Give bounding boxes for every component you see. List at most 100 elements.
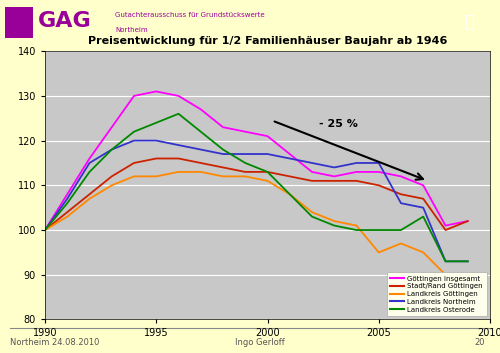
Landkreis Göttingen (131, 174, 137, 179)
Landkreis Göttingen (331, 219, 337, 223)
Landkreis Göttingen (64, 215, 70, 219)
Text: 🐴: 🐴 (464, 13, 474, 31)
Landkreis Göttingen (309, 210, 315, 214)
Landkreis Northeim (153, 138, 159, 143)
Landkreis Osterode (398, 228, 404, 232)
Landkreis Northeim (220, 152, 226, 156)
Landkreis Osterode (465, 259, 471, 263)
Stadt/Rand Göttingen (287, 174, 293, 179)
Landkreis Northeim (242, 152, 248, 156)
Landkreis Osterode (109, 148, 115, 152)
Landkreis Göttingen (198, 170, 204, 174)
Landkreis Göttingen (354, 223, 360, 228)
Text: 20: 20 (474, 338, 485, 347)
Landkreis Northeim (86, 161, 92, 165)
Line: Landkreis Osterode: Landkreis Osterode (45, 114, 468, 261)
Stadt/Rand Göttingen (198, 161, 204, 165)
Landkreis Osterode (86, 170, 92, 174)
Landkreis Northeim (287, 156, 293, 161)
Stadt/Rand Göttingen (220, 165, 226, 169)
Landkreis Göttingen (153, 174, 159, 179)
Landkreis Northeim (376, 161, 382, 165)
Landkreis Osterode (264, 170, 270, 174)
Göttingen insgesamt (287, 152, 293, 156)
Line: Landkreis Göttingen: Landkreis Göttingen (45, 172, 468, 284)
Göttingen insgesamt (442, 223, 448, 228)
Stadt/Rand Göttingen (309, 179, 315, 183)
Landkreis Göttingen (176, 170, 182, 174)
Landkreis Göttingen (264, 179, 270, 183)
Göttingen insgesamt (64, 192, 70, 196)
Stadt/Rand Göttingen (64, 210, 70, 214)
Landkreis Göttingen (242, 174, 248, 179)
Landkreis Northeim (465, 259, 471, 263)
Text: Northeim 24.08.2010: Northeim 24.08.2010 (10, 338, 100, 347)
Landkreis Northeim (442, 259, 448, 263)
Stadt/Rand Göttingen (242, 170, 248, 174)
Göttingen insgesamt (354, 170, 360, 174)
Text: - 25 %: - 25 % (318, 119, 358, 130)
Göttingen insgesamt (42, 228, 48, 232)
Landkreis Osterode (131, 130, 137, 134)
Text: Northeim: Northeim (115, 27, 148, 33)
Line: Göttingen insgesamt: Göttingen insgesamt (45, 91, 468, 230)
Landkreis Northeim (331, 165, 337, 169)
Landkreis Northeim (42, 228, 48, 232)
Landkreis Göttingen (376, 250, 382, 255)
Landkreis Osterode (198, 130, 204, 134)
Text: GAG: GAG (38, 11, 91, 31)
Stadt/Rand Göttingen (442, 228, 448, 232)
Göttingen insgesamt (465, 219, 471, 223)
Stadt/Rand Göttingen (264, 170, 270, 174)
Landkreis Northeim (109, 148, 115, 152)
Landkreis Northeim (264, 152, 270, 156)
Landkreis Osterode (376, 228, 382, 232)
Stadt/Rand Göttingen (331, 179, 337, 183)
Göttingen insgesamt (331, 174, 337, 179)
Stadt/Rand Göttingen (131, 161, 137, 165)
Landkreis Osterode (442, 259, 448, 263)
Göttingen insgesamt (198, 107, 204, 112)
Text: Ingo Gerloff: Ingo Gerloff (235, 338, 285, 347)
Göttingen insgesamt (309, 170, 315, 174)
Landkreis Göttingen (42, 228, 48, 232)
Text: Gutachterausschuss für Grundstückswerte: Gutachterausschuss für Grundstückswerte (115, 12, 264, 18)
Line: Stadt/Rand Göttingen: Stadt/Rand Göttingen (45, 158, 468, 230)
Landkreis Osterode (354, 228, 360, 232)
Landkreis Northeim (398, 201, 404, 205)
Landkreis Göttingen (109, 183, 115, 187)
Bar (5, 7, 32, 37)
Landkreis Göttingen (220, 174, 226, 179)
Landkreis Northeim (309, 161, 315, 165)
Göttingen insgesamt (131, 94, 137, 98)
Stadt/Rand Göttingen (376, 183, 382, 187)
Landkreis Northeim (176, 143, 182, 147)
Line: Landkreis Northeim: Landkreis Northeim (45, 140, 468, 261)
Legend: Göttingen insgesamt, Stadt/Rand Göttingen, Landkreis Göttingen, Landkreis Northe: Göttingen insgesamt, Stadt/Rand Göttinge… (386, 272, 486, 316)
Stadt/Rand Göttingen (354, 179, 360, 183)
Landkreis Osterode (420, 215, 426, 219)
Landkreis Osterode (331, 223, 337, 228)
Göttingen insgesamt (86, 156, 92, 161)
Landkreis Osterode (42, 228, 48, 232)
Stadt/Rand Göttingen (465, 219, 471, 223)
Landkreis Göttingen (465, 282, 471, 286)
Landkreis Göttingen (86, 197, 92, 201)
Göttingen insgesamt (242, 130, 248, 134)
Landkreis Osterode (64, 201, 70, 205)
Göttingen insgesamt (264, 134, 270, 138)
Stadt/Rand Göttingen (109, 174, 115, 179)
Stadt/Rand Göttingen (42, 228, 48, 232)
Landkreis Northeim (64, 197, 70, 201)
Landkreis Osterode (176, 112, 182, 116)
Landkreis Göttingen (442, 273, 448, 277)
Stadt/Rand Göttingen (398, 192, 404, 196)
Stadt/Rand Göttingen (420, 197, 426, 201)
Göttingen insgesamt (153, 89, 159, 94)
Landkreis Göttingen (287, 192, 293, 196)
Göttingen insgesamt (376, 170, 382, 174)
Landkreis Osterode (242, 161, 248, 165)
Landkreis Osterode (287, 192, 293, 196)
Landkreis Osterode (309, 215, 315, 219)
Landkreis Göttingen (398, 241, 404, 246)
